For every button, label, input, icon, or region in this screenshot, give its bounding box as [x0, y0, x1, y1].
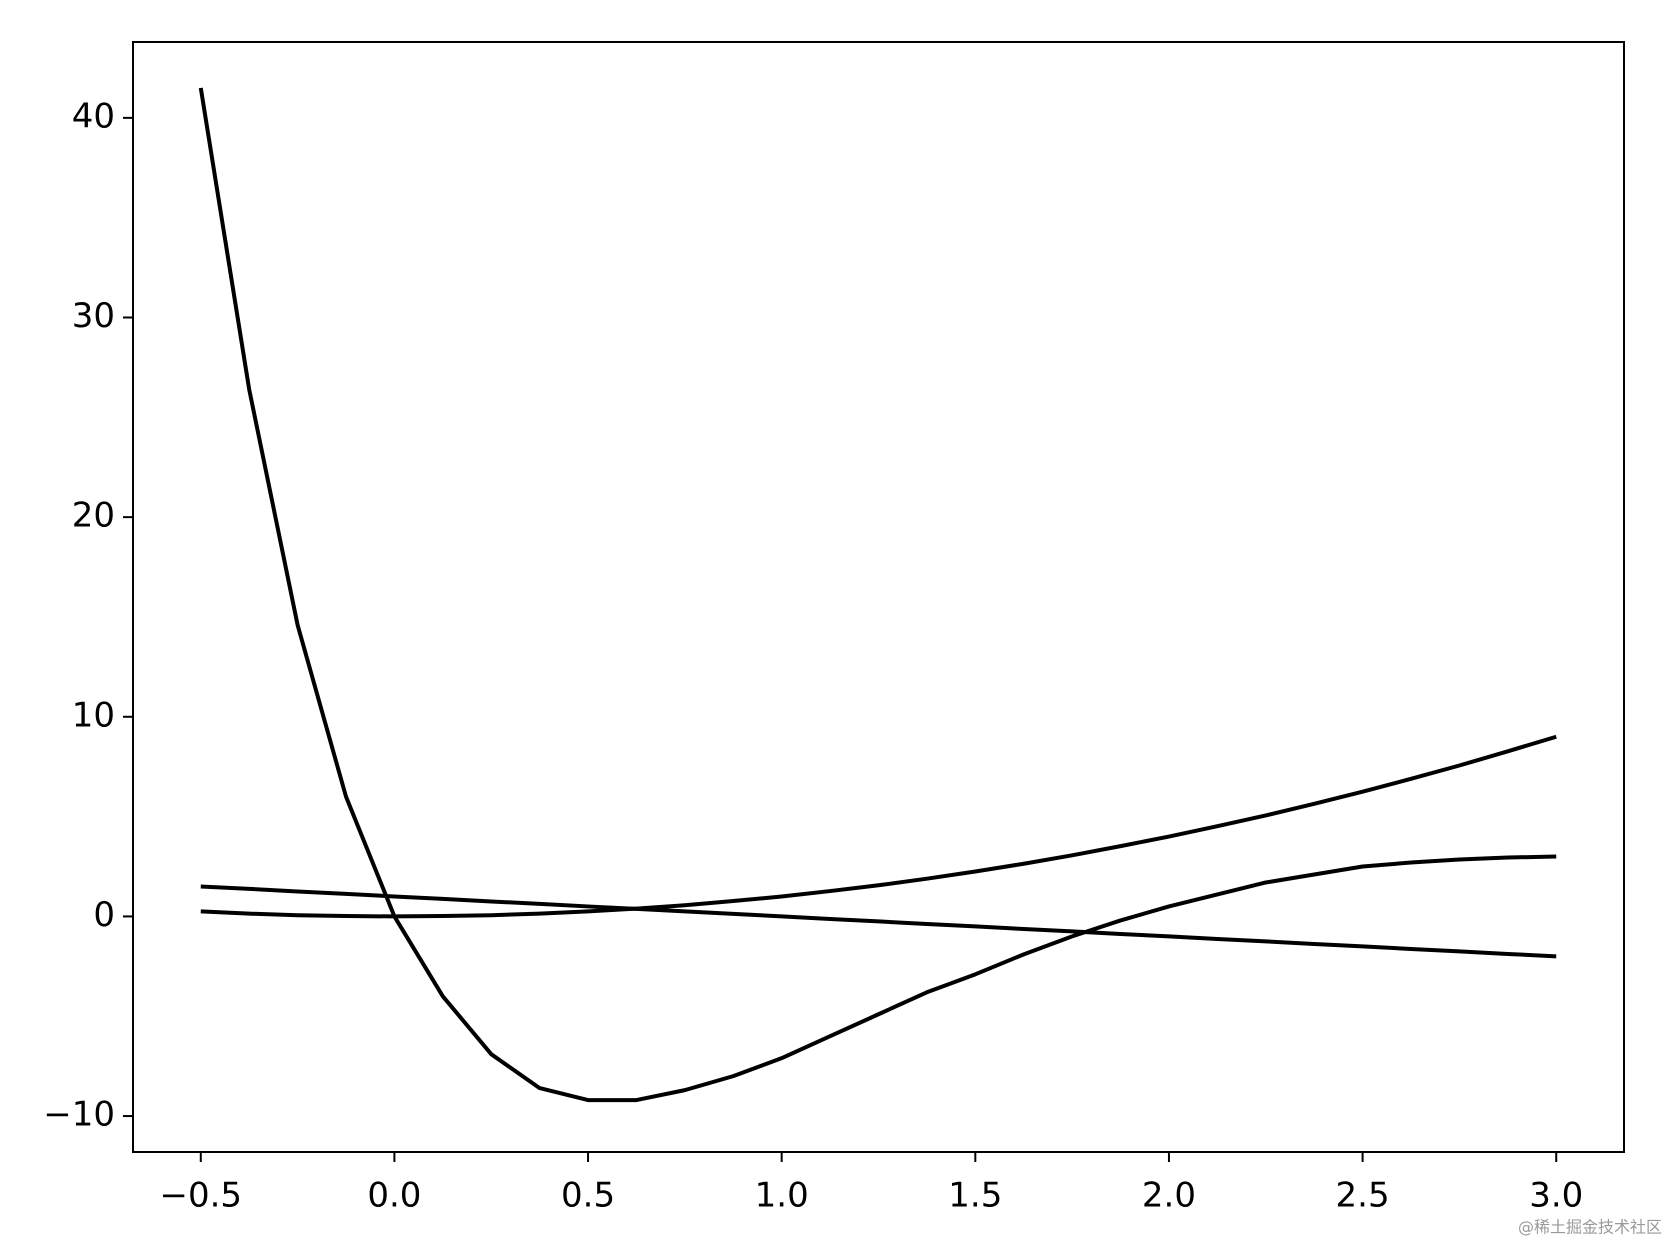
line-series: [200, 734, 1557, 919]
y-tick-label: 30: [72, 296, 115, 336]
line-series: [200, 884, 1557, 959]
line-series: [198, 87, 1557, 1103]
axes-frame: [132, 41, 1625, 1153]
x-tick-label: 0.5: [561, 1176, 615, 1216]
x-tick-label: 2.5: [1336, 1176, 1390, 1216]
x-tick-label: 3.0: [1529, 1176, 1583, 1216]
y-tick-label: −10: [43, 1095, 115, 1135]
x-tick-label: 2.0: [1142, 1176, 1196, 1216]
x-tick-label: 0.0: [367, 1176, 421, 1216]
y-tick-label: 40: [72, 96, 115, 136]
x-tick-label: −0.5: [159, 1176, 242, 1216]
y-tick-label: 10: [72, 695, 115, 735]
y-tick-label: 20: [72, 496, 115, 536]
x-tick-label: 1.0: [755, 1176, 809, 1216]
y-tick-label: 0: [93, 895, 115, 935]
watermark: @稀土掘金技术社区: [1518, 1218, 1662, 1237]
x-tick-label: 1.5: [948, 1176, 1002, 1216]
